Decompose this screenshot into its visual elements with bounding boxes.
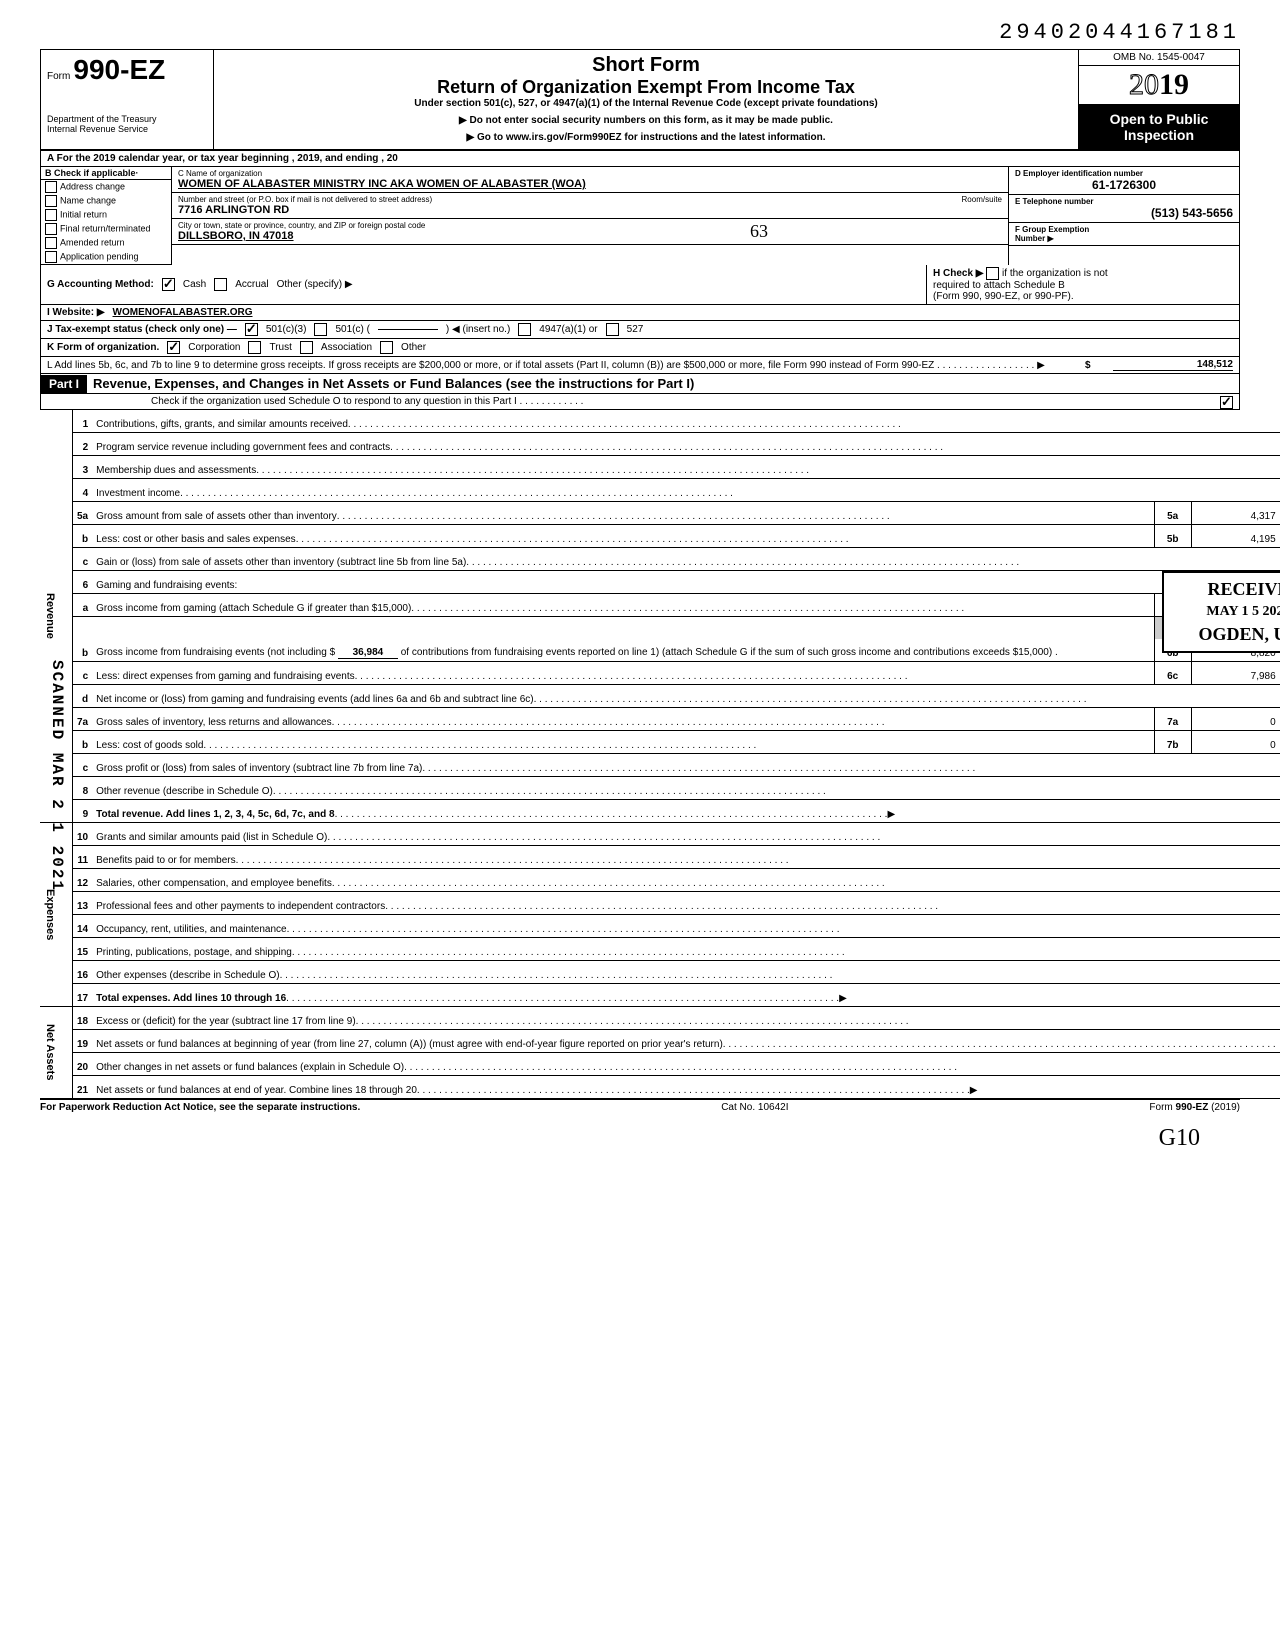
telephone-value: (513) 543-5656: [1015, 206, 1233, 220]
dept-treasury: Department of the Treasury: [47, 114, 207, 124]
tax-year: 2019: [1079, 66, 1239, 105]
chk-address-change[interactable]: Address change: [41, 180, 171, 194]
org-info-grid: B Check if applicable· Address change Na…: [40, 167, 1240, 265]
form-prefix: Form: [47, 71, 70, 82]
city-label: City or town, state or province, country…: [178, 221, 1002, 230]
schedule-o-check-row: Check if the organization used Schedule …: [40, 394, 1240, 410]
org-name-label: C Name of organization: [178, 169, 1002, 178]
chk-application-pending[interactable]: Application pending: [41, 250, 171, 265]
website-value: WOMENOFALABASTER.ORG: [113, 307, 253, 318]
accounting-method-label: G Accounting Method:: [47, 279, 154, 290]
chk-cash[interactable]: [162, 278, 175, 291]
line-6b-contrib: 36,984: [338, 647, 398, 659]
chk-4947a1[interactable]: [518, 323, 531, 336]
omb-number: OMB No. 1545-0047: [1079, 50, 1239, 66]
501c-insert[interactable]: [378, 329, 438, 330]
group-exemption-number: Number ▶: [1015, 234, 1233, 243]
chk-trust[interactable]: [248, 341, 261, 354]
part-1-title: Revenue, Expenses, and Changes in Net As…: [87, 374, 1239, 393]
chk-final-return[interactable]: Final return/terminated: [41, 222, 171, 236]
line-l-value: 148,512: [1113, 359, 1233, 371]
chk-association[interactable]: [300, 341, 313, 354]
part-1-label: Part I: [41, 375, 87, 393]
chk-schedule-b[interactable]: [986, 267, 999, 280]
street-label: Number and street (or P.O. box if mail i…: [178, 195, 1002, 204]
net-assets-side-label: Net Assets: [40, 1007, 73, 1099]
line-l-text: L Add lines 5b, 6c, and 7b to line 9 to …: [47, 360, 1077, 371]
city-state-zip: DILLSBORO, IN 47018: [178, 230, 1002, 242]
short-form-label: Short Form: [222, 54, 1070, 77]
line-5a-value: 4,317: [1191, 502, 1280, 525]
ein-label: D Employer identification number: [1015, 169, 1233, 178]
form-of-org-label: K Form of organization.: [47, 342, 159, 353]
page-footer: For Paperwork Reduction Act Notice, see …: [40, 1099, 1240, 1115]
tax-exempt-label: J Tax-exempt status (check only one) —: [47, 324, 237, 335]
line-7a-value: 0: [1191, 708, 1280, 731]
line-5b-value: 4,195: [1191, 525, 1280, 548]
chk-amended-return[interactable]: Amended return: [41, 236, 171, 250]
handwritten-63: 63: [750, 221, 768, 242]
line-6c-value: 7,986: [1191, 662, 1280, 685]
dollar-sign: $: [1085, 360, 1105, 371]
chk-527[interactable]: [606, 323, 619, 336]
handwritten-g10: G10: [40, 1125, 1240, 1152]
street-address: 7716 ARLINGTON RD: [178, 204, 1002, 216]
col-b-header: B Check if applicable·: [41, 167, 171, 180]
group-exemption-label: F Group Exemption: [1015, 225, 1233, 234]
chk-accrual[interactable]: [214, 278, 227, 291]
schedule-b-check: H Check ▶ if the organization is not req…: [926, 265, 1240, 305]
part-1-table: Revenue 1 Contributions, gifts, grants, …: [40, 410, 1280, 1099]
telephone-label: E Telephone number: [1015, 197, 1233, 206]
chk-schedule-o[interactable]: [1220, 396, 1233, 409]
received-stamp: RECEIVE MAY 1 5 2020 OGDEN, UT: [1162, 571, 1280, 653]
instruction-web: ▶ Go to www.irs.gov/Form990EZ for instru…: [222, 132, 1070, 143]
chk-501c3[interactable]: [245, 323, 258, 336]
form-number: 990-EZ: [73, 54, 165, 85]
dln: 29402044167181: [40, 20, 1240, 45]
chk-name-change[interactable]: Name change: [41, 194, 171, 208]
subtitle: Under section 501(c), 527, or 4947(a)(1)…: [222, 98, 1070, 109]
main-title: Return of Organization Exempt From Incom…: [222, 77, 1070, 98]
org-name: WOMEN OF ALABASTER MINISTRY INC AKA WOME…: [178, 178, 1002, 190]
chk-other-org[interactable]: [380, 341, 393, 354]
row-a-tax-year: A For the 2019 calendar year, or tax yea…: [40, 151, 1240, 167]
expenses-side-label: Expenses: [40, 823, 73, 1007]
chk-corporation[interactable]: [167, 341, 180, 354]
instruction-ssn: ▶ Do not enter social security numbers o…: [222, 115, 1070, 126]
room-suite-label: Room/suite: [962, 195, 1002, 204]
chk-initial-return[interactable]: Initial return: [41, 208, 171, 222]
ein-value: 61-1726300: [1015, 178, 1233, 192]
revenue-side-label: Revenue: [40, 410, 73, 823]
line-7b-value: 0: [1191, 731, 1280, 754]
dept-irs: Internal Revenue Service: [47, 124, 207, 134]
open-public: Open to Public Inspection: [1079, 105, 1239, 149]
chk-501c[interactable]: [314, 323, 327, 336]
website-label: I Website: ▶: [47, 307, 105, 318]
form-header: Form 990-EZ Department of the Treasury I…: [40, 49, 1240, 151]
